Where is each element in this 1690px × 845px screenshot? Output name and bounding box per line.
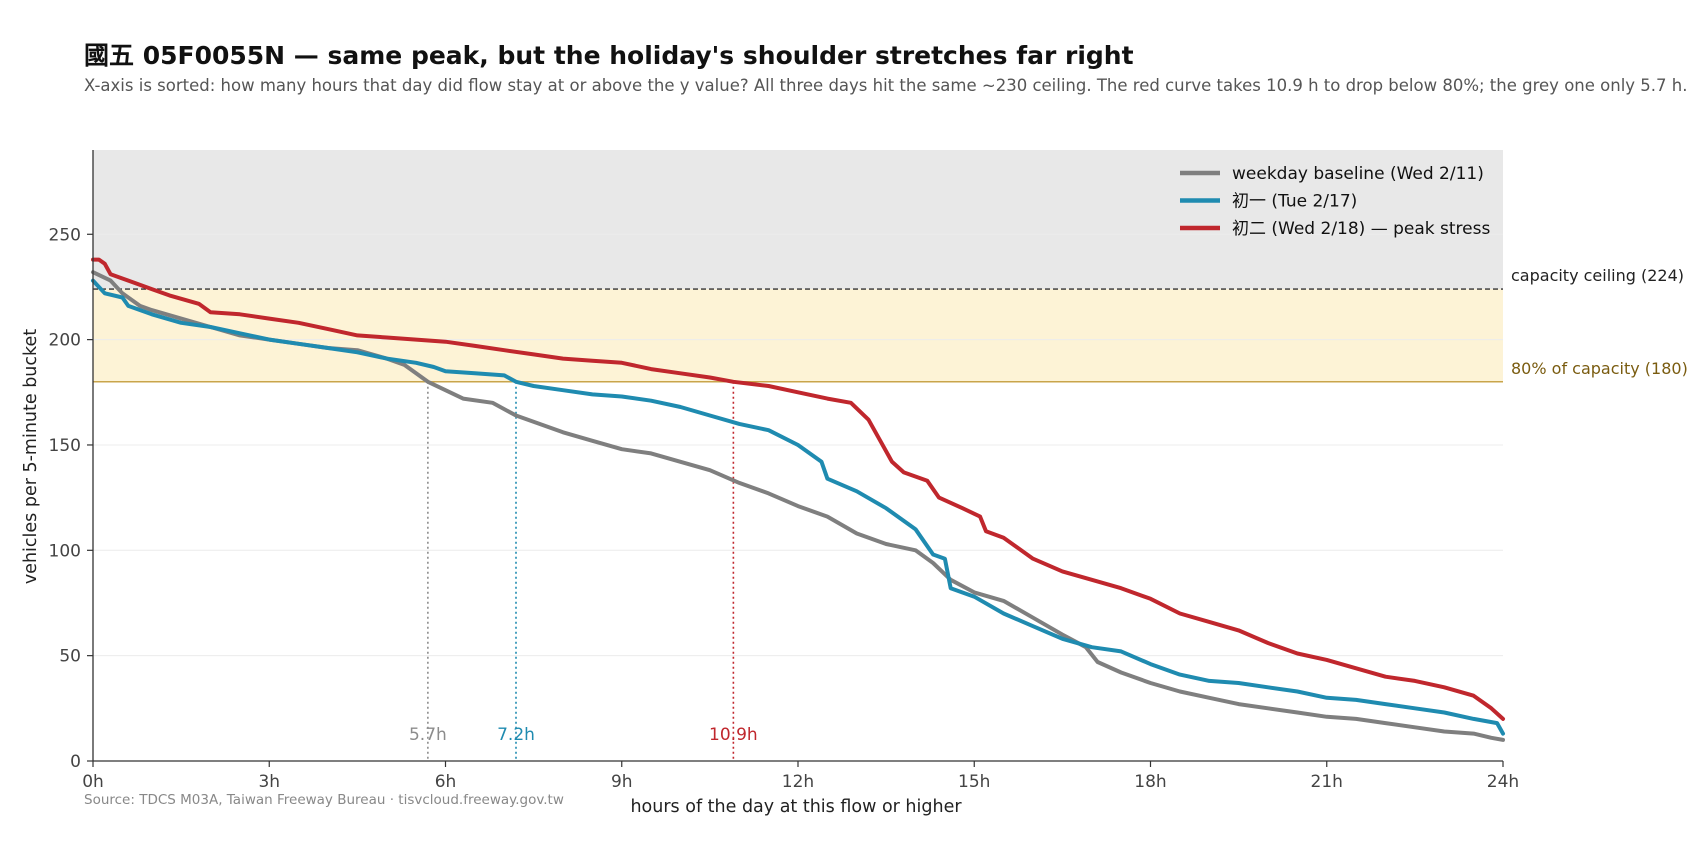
y-tick-label: 0	[70, 752, 81, 772]
y-tick-label: 50	[59, 647, 81, 667]
legend-entry-label: 初二 (Wed 2/18) — peak stress	[1232, 219, 1490, 239]
y-tick-label: 200	[49, 331, 81, 351]
capacity-ceiling-label: capacity ceiling (224)	[1511, 266, 1684, 285]
x-tick-label: 6h	[435, 772, 457, 792]
y-tick-label: 100	[49, 541, 81, 561]
threshold-markers: 5.7h 7.2h 10.9h	[409, 381, 758, 761]
x-tick-label: 15h	[958, 772, 990, 792]
x-tick-label: 21h	[1311, 772, 1343, 792]
x-tick-label: 9h	[611, 772, 633, 792]
reference-lines: capacity ceiling (224) 80% of capacity (1…	[93, 266, 1688, 383]
series-line-3	[91, 257, 1505, 721]
y-axis-title: vehicles per 5-minute bucket	[21, 329, 41, 584]
x-tick-label: 24h	[1487, 772, 1519, 792]
x-tick-label: 3h	[258, 772, 280, 792]
marker-label: 10.9h	[709, 725, 758, 745]
series	[91, 257, 1505, 742]
series-line-2	[91, 278, 1505, 736]
legend-entry-label: weekday baseline (Wed 2/11)	[1232, 164, 1484, 184]
x-tick-label: 0h	[82, 772, 104, 792]
legend-entry-label: 初一 (Tue 2/17)	[1232, 192, 1357, 212]
marker-label: 7.2h	[497, 725, 535, 745]
chart-subtitle: X-axis is sorted: how many hours that da…	[84, 76, 1688, 95]
x-axis-title: hours of the day at this flow or higher	[630, 797, 962, 817]
legend: weekday baseline (Wed 2/11) 初一 (Tue 2/17)…	[1180, 164, 1490, 239]
capacity-80-label: 80% of capacity (180)	[1511, 359, 1688, 378]
y-tick-label: 250	[49, 225, 81, 245]
x-tick-label: 12h	[782, 772, 814, 792]
axes: 0 50 100 150 200 250 0h 3h 6h 9h 12h 15h 18h 21h 24h ho…	[21, 150, 1519, 817]
marker-label: 5.7h	[409, 725, 447, 745]
source-note: Source: TDCS M03A, Taiwan Freeway Bureau…	[84, 792, 564, 808]
y-tick-label: 150	[49, 436, 81, 456]
over-capacity-band	[93, 150, 1503, 290]
near-capacity-band	[93, 289, 1503, 382]
chart-title: 國五 05F0055N — same peak, but the holiday…	[84, 41, 1134, 70]
capacity-bands	[93, 150, 1503, 382]
x-tick-label: 18h	[1134, 772, 1166, 792]
